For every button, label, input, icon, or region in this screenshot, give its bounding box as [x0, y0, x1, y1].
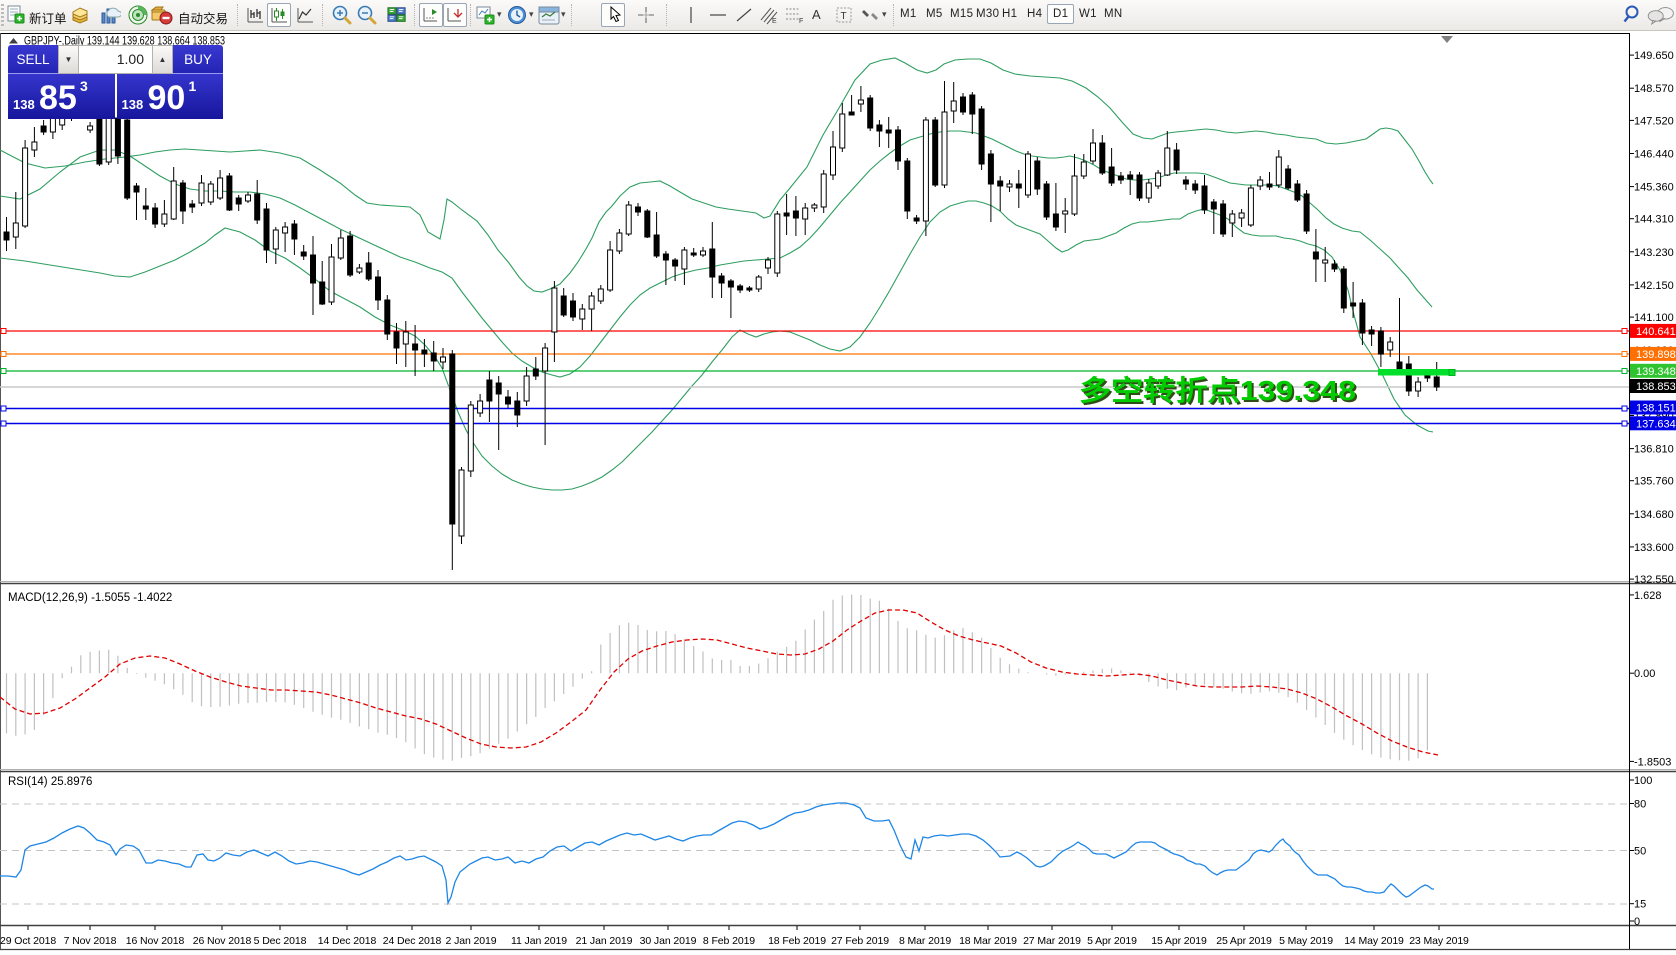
svg-text:147.520: 147.520: [1634, 115, 1674, 127]
svg-text:8 Feb 2019: 8 Feb 2019: [703, 935, 755, 947]
svg-text:143.230: 143.230: [1634, 247, 1674, 259]
svg-text:F: F: [799, 18, 803, 25]
svg-text:5 Dec 2018: 5 Dec 2018: [254, 935, 307, 947]
svg-text:149.650: 149.650: [1634, 50, 1674, 62]
svg-text:-1.8503: -1.8503: [1634, 756, 1671, 768]
svg-text:138.853: 138.853: [1636, 381, 1676, 393]
svg-text:136.810: 136.810: [1634, 444, 1674, 456]
svg-text:多空转折点139.348: 多空转折点139.348: [1081, 376, 1358, 408]
svg-text:18 Mar 2019: 18 Mar 2019: [959, 935, 1017, 947]
svg-text:23 May 2019: 23 May 2019: [1409, 935, 1469, 947]
svg-text:1.628: 1.628: [1634, 590, 1662, 602]
svg-text:0.00: 0.00: [1634, 668, 1655, 680]
svg-text:8 Mar 2019: 8 Mar 2019: [899, 935, 951, 947]
svg-text:139.898: 139.898: [1636, 349, 1676, 361]
svg-text:132.550: 132.550: [1634, 574, 1674, 586]
svg-text:5 Apr 2019: 5 Apr 2019: [1087, 935, 1137, 947]
svg-text:140.641: 140.641: [1636, 326, 1676, 338]
svg-text:11 Jan 2019: 11 Jan 2019: [511, 935, 567, 947]
svg-text:T: T: [841, 11, 847, 22]
svg-text:80: 80: [1634, 799, 1646, 811]
svg-text:GBPJPY-,Daily 139.144 139.628: GBPJPY-,Daily 139.144 139.628 138.664 13…: [24, 36, 225, 48]
svg-text:0: 0: [1634, 916, 1640, 928]
svg-text:2 Jan 2019: 2 Jan 2019: [446, 935, 497, 947]
svg-text:16 Nov 2018: 16 Nov 2018: [126, 935, 185, 947]
svg-text:15: 15: [1634, 899, 1646, 911]
svg-text:26 Nov 2018: 26 Nov 2018: [193, 935, 252, 947]
svg-text:29 Oct 2018: 29 Oct 2018: [0, 935, 56, 947]
svg-text:24 Dec 2018: 24 Dec 2018: [383, 935, 442, 947]
svg-text:多空转折点139.348: 多空转折点139.348: [1079, 374, 1356, 406]
svg-text:144.310: 144.310: [1634, 214, 1674, 226]
svg-text:MACD(12,26,9) -1.5055 -1.4022: MACD(12,26,9) -1.5055 -1.4022: [8, 592, 172, 604]
svg-text:E: E: [772, 18, 777, 25]
svg-text:21 Jan 2019: 21 Jan 2019: [576, 935, 633, 947]
svg-text:135.760: 135.760: [1634, 476, 1674, 488]
svg-text:14 May 2019: 14 May 2019: [1344, 935, 1404, 947]
svg-text:30 Jan 2019: 30 Jan 2019: [640, 935, 697, 947]
svg-text:15 Apr 2019: 15 Apr 2019: [1151, 935, 1207, 947]
svg-text:18 Feb 2019: 18 Feb 2019: [768, 935, 826, 947]
svg-text:146.440: 146.440: [1634, 149, 1674, 161]
svg-text:145.360: 145.360: [1634, 182, 1674, 194]
svg-text:50: 50: [1634, 846, 1646, 858]
svg-text:142.150: 142.150: [1634, 280, 1674, 292]
svg-text:138.151: 138.151: [1636, 403, 1676, 415]
svg-text:139.348: 139.348: [1636, 366, 1676, 378]
svg-text:25 Apr 2019: 25 Apr 2019: [1216, 935, 1272, 947]
svg-text:7 Nov 2018: 7 Nov 2018: [64, 935, 117, 947]
svg-text:100: 100: [1634, 775, 1652, 787]
svg-text:5 May 2019: 5 May 2019: [1279, 935, 1333, 947]
svg-text:RSI(14) 25.8976: RSI(14) 25.8976: [8, 776, 92, 788]
svg-text:141.100: 141.100: [1634, 312, 1674, 324]
svg-text:27 Feb 2019: 27 Feb 2019: [831, 935, 889, 947]
svg-text:133.600: 133.600: [1634, 542, 1674, 554]
svg-text:137.634: 137.634: [1636, 418, 1676, 430]
svg-text:14 Dec 2018: 14 Dec 2018: [318, 935, 377, 947]
svg-text:27 Mar 2019: 27 Mar 2019: [1023, 935, 1081, 947]
svg-text:148.570: 148.570: [1634, 83, 1674, 95]
svg-text:134.680: 134.680: [1634, 509, 1674, 521]
